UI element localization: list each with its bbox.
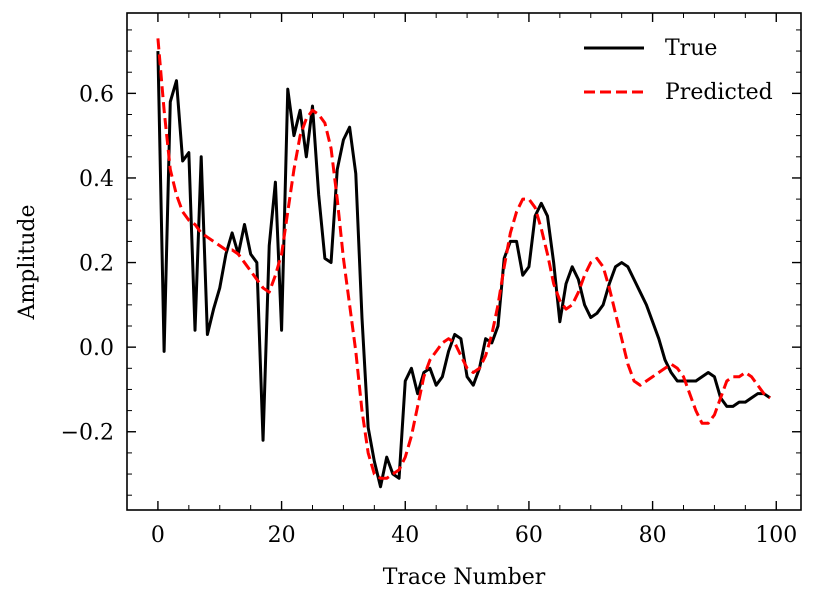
x-tick-label: 20 — [268, 523, 296, 548]
y-tick-label: 0.6 — [79, 82, 114, 107]
legend-label-true: True — [665, 36, 717, 61]
y-axis-title: Amplitude — [15, 204, 40, 320]
x-tick-label: 40 — [391, 523, 419, 548]
y-tick-label: 0.2 — [79, 252, 114, 277]
legend-label-predicted: Predicted — [665, 80, 773, 105]
series-lines — [156, 38, 771, 489]
x-tick-label: 60 — [515, 523, 543, 548]
y-tick-label: 0.4 — [79, 167, 114, 192]
series-line-true — [156, 51, 771, 489]
tick-labels: 0 20 40 60 80 100 −0.2 0.0 0.2 0.4 0.6 — [61, 82, 798, 548]
y-tick-label: −0.2 — [61, 421, 114, 446]
y-tick-label: 0.0 — [79, 336, 114, 361]
legend: True Predicted — [584, 36, 773, 105]
x-tick-label: 80 — [639, 523, 667, 548]
plot-frame — [126, 12, 802, 511]
x-tick-label: 100 — [755, 523, 797, 548]
x-tick-label: 0 — [151, 523, 165, 548]
x-axis-title: Trace Number — [383, 565, 546, 590]
series-line-predicted — [156, 38, 771, 480]
